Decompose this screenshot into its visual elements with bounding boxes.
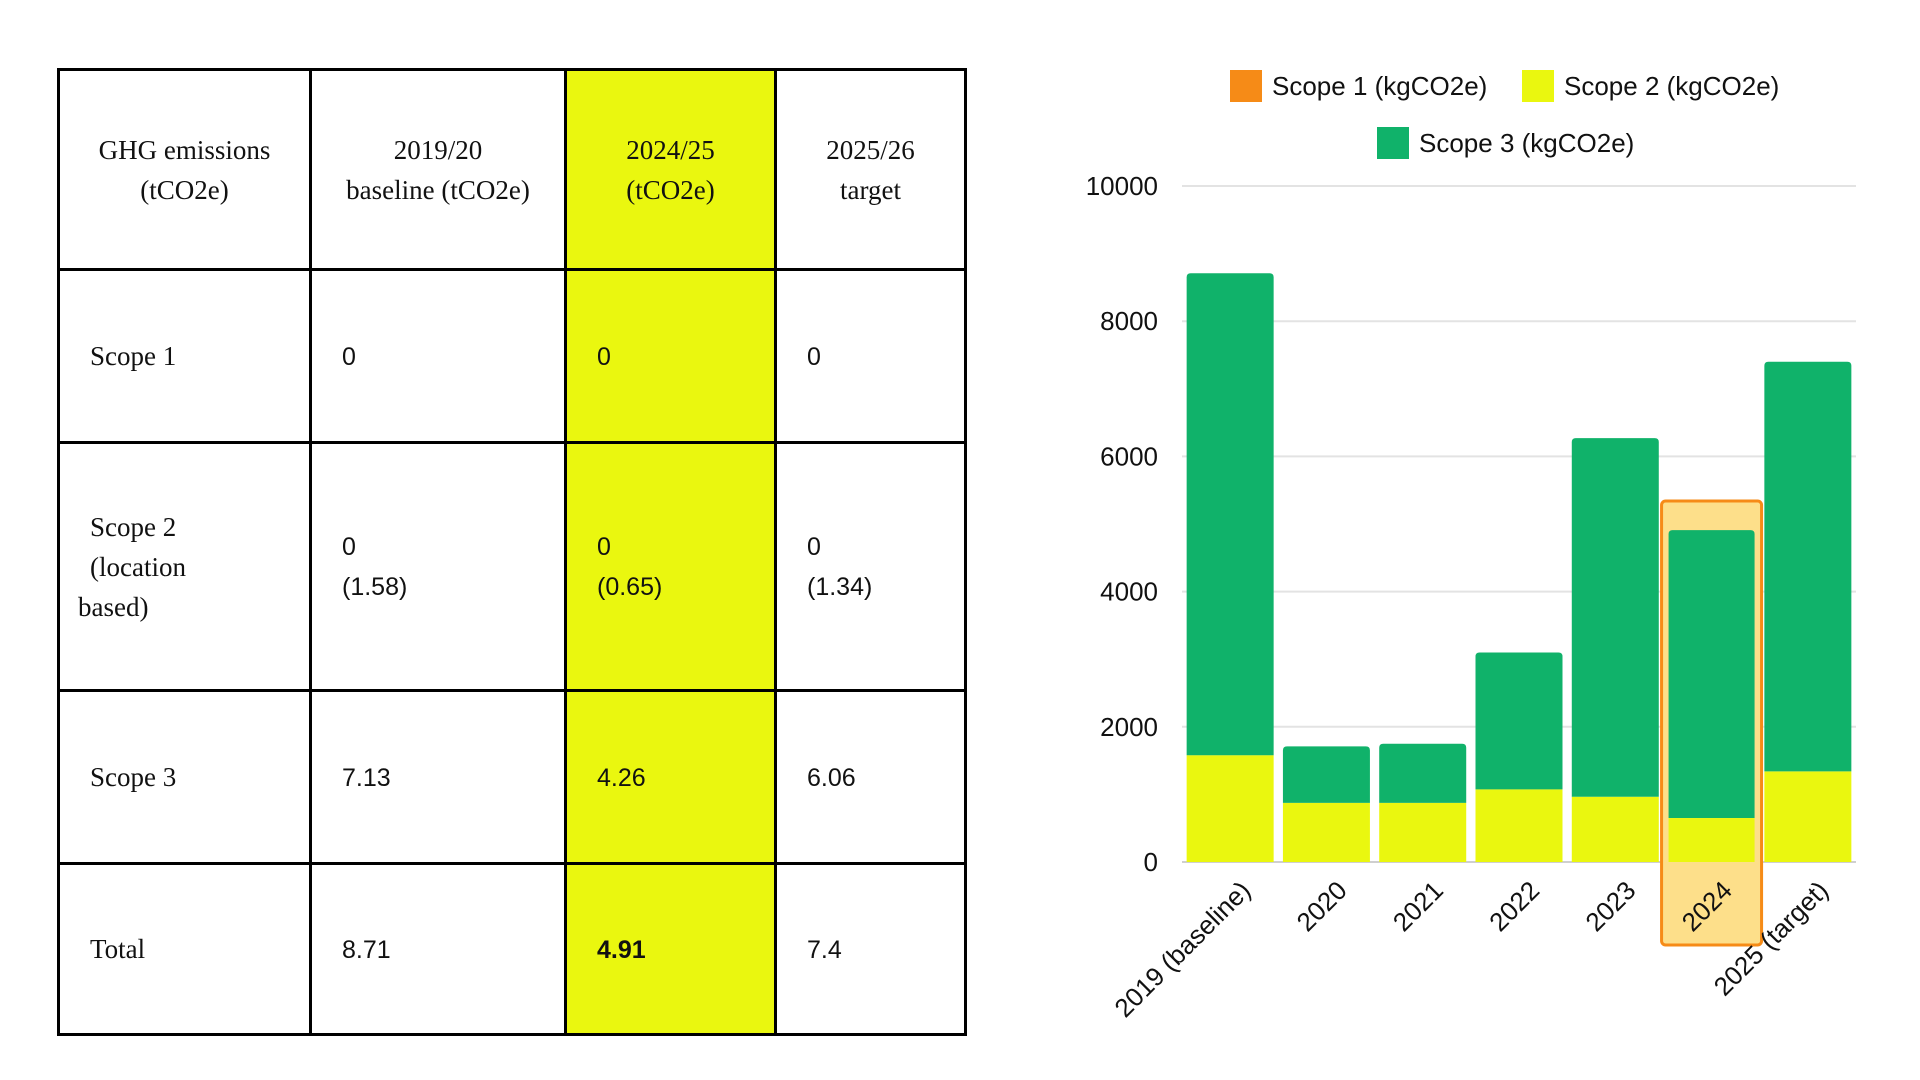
table-cell: 0 (1.34) bbox=[774, 441, 967, 692]
table-cell: 0 bbox=[774, 268, 967, 444]
y-tick-label: 10000 bbox=[1086, 171, 1158, 201]
row-label-text: Scope 2 bbox=[90, 511, 177, 542]
table-cell: 7.13 bbox=[309, 689, 567, 865]
table-header-row: GHG emissions (tCO2e) 2019/20 baseline (tC… bbox=[57, 68, 967, 271]
table-cell: 0 bbox=[564, 268, 777, 444]
table-cell: 0 (1.58) bbox=[309, 441, 567, 692]
header-line: 2024/25 bbox=[626, 134, 715, 165]
legend-label: Scope 2 (kgCO2e) bbox=[1564, 71, 1779, 101]
header-line: 2025/26 bbox=[826, 134, 915, 165]
header-cell: GHG emissions (tCO2e) bbox=[57, 68, 312, 271]
header-cell-highlighted: 2024/25 (tCO2e) bbox=[564, 68, 777, 271]
bar-segment-scope-3 bbox=[1571, 438, 1659, 797]
bar-segment-scope-2 bbox=[1668, 818, 1755, 862]
bar-segment-scope-3 bbox=[1668, 530, 1755, 819]
row-label: Scope 3 bbox=[57, 689, 312, 865]
x-tick-label: 2019 (baseline) bbox=[1108, 875, 1256, 1023]
table-row-total: Total 8.71 4.91 7.4 bbox=[57, 862, 967, 1036]
legend-swatch bbox=[1377, 127, 1409, 159]
cell-value: (0.65) bbox=[597, 572, 663, 601]
legend-swatch bbox=[1230, 70, 1262, 102]
cell-value: 0 bbox=[597, 532, 611, 561]
row-label: Total bbox=[57, 862, 312, 1036]
cell-value: 0 bbox=[342, 532, 356, 561]
cell-value: 7.13 bbox=[342, 763, 391, 792]
legend-label: Scope 1 (kgCO2e) bbox=[1272, 71, 1487, 101]
table-row-scope2: Scope 2 (location based) 0 (1.58) 0 (0.65) 0… bbox=[57, 441, 967, 692]
y-tick-label: 8000 bbox=[1100, 306, 1158, 336]
table-row-scope1: Scope 1 0 0 0 bbox=[57, 268, 967, 444]
header-cell: 2019/20 baseline (tCO2e) bbox=[309, 68, 567, 271]
cell-value: 0 bbox=[807, 532, 821, 561]
table-cell: 0 (0.65) bbox=[564, 441, 777, 692]
table-cell: 4.91 bbox=[564, 862, 777, 1036]
bar-segment-scope-2 bbox=[1186, 755, 1274, 862]
header-line: GHG emissions bbox=[98, 134, 271, 165]
cell-value: (1.58) bbox=[342, 572, 408, 601]
bar-segment-scope-3 bbox=[1475, 652, 1563, 790]
table-cell: 7.4 bbox=[774, 862, 967, 1036]
cell-value-total-highlighted: 4.91 bbox=[597, 935, 646, 964]
bar-segment-scope-2 bbox=[1379, 802, 1467, 862]
bar-segment-scope-3 bbox=[1186, 273, 1274, 756]
cell-value: 0 bbox=[597, 342, 611, 371]
header-line: (tCO2e) bbox=[140, 174, 229, 205]
bar-segment-scope-2 bbox=[1282, 802, 1370, 862]
header-line: baseline (tCO2e) bbox=[346, 174, 530, 205]
y-tick-label: 4000 bbox=[1100, 577, 1158, 607]
table-cell: 8.71 bbox=[309, 862, 567, 1036]
bar-segment-scope-3 bbox=[1379, 743, 1467, 803]
cell-value: 7.4 bbox=[807, 935, 842, 964]
cell-value: 0 bbox=[342, 342, 356, 371]
cell-value: (1.34) bbox=[807, 572, 873, 601]
ghg-emissions-table: GHG emissions (tCO2e) 2019/20 baseline (tC… bbox=[57, 68, 967, 1036]
row-label: Scope 2 (location based) bbox=[57, 441, 312, 692]
header-line: 2019/20 bbox=[393, 134, 483, 165]
bar-segment-scope-3 bbox=[1282, 746, 1370, 803]
table-cell: 4.26 bbox=[564, 689, 777, 865]
x-tick-label: 2023 bbox=[1579, 875, 1641, 937]
table-row-scope3: Scope 3 7.13 4.26 6.06 bbox=[57, 689, 967, 865]
row-label-text: Total bbox=[90, 934, 146, 964]
bar-segment-scope-2 bbox=[1475, 789, 1563, 862]
row-label-text: Scope 3 bbox=[90, 762, 177, 792]
y-tick-label: 0 bbox=[1144, 847, 1158, 877]
cell-value: 8.71 bbox=[342, 935, 391, 964]
cell-value: 6.06 bbox=[807, 763, 856, 792]
x-tick-label: 2020 bbox=[1291, 875, 1353, 937]
row-label-text: based) bbox=[78, 591, 149, 622]
header-line: (tCO2e) bbox=[626, 174, 715, 205]
bar-segment-scope-2 bbox=[1764, 771, 1852, 862]
y-tick-label: 6000 bbox=[1100, 441, 1158, 471]
bar-segment-scope-3 bbox=[1764, 361, 1852, 772]
row-label-text: Scope 1 bbox=[90, 341, 177, 371]
row-label-text: (location bbox=[90, 551, 186, 582]
x-tick-label: 2021 bbox=[1387, 875, 1449, 937]
legend-swatch bbox=[1522, 70, 1554, 102]
legend-label: Scope 3 (kgCO2e) bbox=[1419, 128, 1634, 158]
header-line: target bbox=[840, 174, 901, 205]
y-tick-label: 2000 bbox=[1100, 712, 1158, 742]
bar-segment-scope-2 bbox=[1571, 796, 1659, 862]
table-cell: 0 bbox=[309, 268, 567, 444]
cell-value: 4.26 bbox=[597, 763, 646, 792]
x-tick-label: 2022 bbox=[1483, 875, 1545, 937]
header-cell: 2025/26 target bbox=[774, 68, 967, 271]
cell-value: 0 bbox=[807, 342, 821, 371]
table-cell: 6.06 bbox=[774, 689, 967, 865]
row-label: Scope 1 bbox=[57, 268, 312, 444]
